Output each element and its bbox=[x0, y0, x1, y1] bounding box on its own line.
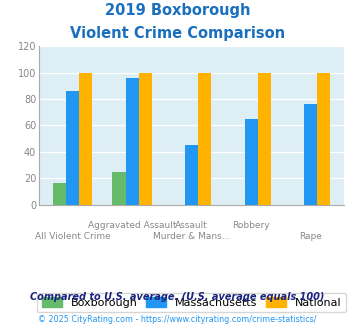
Bar bbox=[198, 73, 211, 205]
Text: Aggravated Assault: Aggravated Assault bbox=[88, 221, 176, 230]
Bar bbox=[139, 73, 152, 205]
Text: Assault: Assault bbox=[175, 221, 208, 230]
Text: © 2025 CityRating.com - https://www.cityrating.com/crime-statistics/: © 2025 CityRating.com - https://www.city… bbox=[38, 315, 317, 324]
Text: All Violent Crime: All Violent Crime bbox=[35, 232, 110, 241]
Text: Compared to U.S. average. (U.S. average equals 100): Compared to U.S. average. (U.S. average … bbox=[30, 292, 325, 302]
Bar bbox=[304, 104, 317, 205]
Legend: Boxborough, Massachusetts, National: Boxborough, Massachusetts, National bbox=[37, 292, 346, 312]
Bar bbox=[245, 119, 258, 205]
Bar bbox=[317, 73, 331, 205]
Bar bbox=[53, 183, 66, 205]
Bar bbox=[113, 172, 126, 205]
Text: Robbery: Robbery bbox=[233, 221, 270, 230]
Text: Rape: Rape bbox=[299, 232, 322, 241]
Text: 2019 Boxborough: 2019 Boxborough bbox=[105, 3, 250, 18]
Bar bbox=[185, 145, 198, 205]
Bar bbox=[66, 91, 79, 205]
Bar bbox=[79, 73, 92, 205]
Bar bbox=[126, 78, 139, 205]
Text: Violent Crime Comparison: Violent Crime Comparison bbox=[70, 26, 285, 41]
Text: Murder & Mans...: Murder & Mans... bbox=[153, 232, 230, 241]
Bar bbox=[258, 73, 271, 205]
